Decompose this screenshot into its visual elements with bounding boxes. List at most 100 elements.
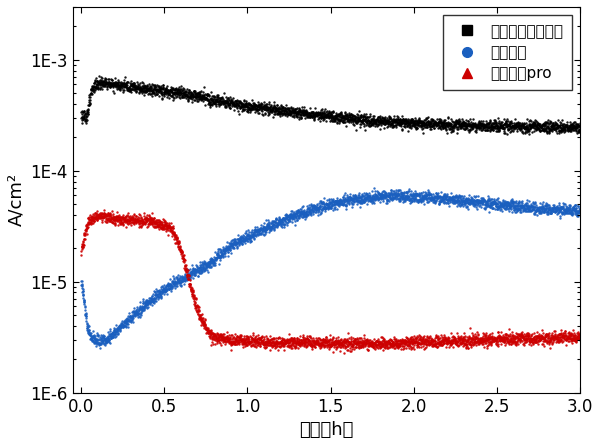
翊迈四代pro: [103, 212, 112, 219]
翊迈三代（碳基）: [346, 114, 355, 121]
翊迈四代pro: [77, 242, 86, 249]
翊迈四代: [148, 295, 158, 302]
翊迈三代（碳基）: [229, 100, 238, 107]
翊迈三代（碳基）: [545, 117, 555, 124]
翊迈三代（碳基）: [146, 85, 155, 92]
翊迈四代pro: [539, 334, 549, 341]
翊迈四代pro: [284, 339, 294, 347]
翊迈四代: [418, 196, 427, 203]
翊迈三代（碳基）: [328, 108, 338, 116]
翊迈三代（碳基）: [374, 118, 383, 125]
翊迈四代: [464, 198, 473, 206]
翊迈四代pro: [571, 335, 581, 342]
翊迈四代pro: [103, 215, 112, 222]
翊迈四代pro: [454, 334, 463, 342]
翊迈四代: [200, 260, 209, 267]
翊迈四代pro: [99, 214, 109, 221]
翊迈四代: [493, 202, 502, 210]
翊迈四代: [139, 300, 148, 307]
翊迈三代（碳基）: [308, 112, 317, 119]
翊迈四代pro: [413, 333, 422, 340]
翊迈三代（碳基）: [149, 88, 158, 95]
翊迈三代（碳基）: [289, 107, 298, 114]
翊迈四代pro: [445, 339, 454, 346]
翊迈四代pro: [88, 213, 97, 220]
翊迈三代（碳基）: [397, 117, 406, 124]
翊迈三代（碳基）: [535, 120, 544, 128]
翊迈四代: [159, 287, 169, 294]
翊迈三代（碳基）: [425, 120, 435, 127]
翊迈四代pro: [554, 334, 563, 341]
翊迈四代: [322, 200, 332, 207]
翊迈三代（碳基）: [321, 112, 331, 119]
翊迈四代pro: [235, 334, 244, 341]
翊迈四代: [230, 238, 239, 245]
翊迈三代（碳基）: [175, 87, 184, 94]
翊迈四代pro: [559, 331, 568, 338]
翊迈三代（碳基）: [355, 115, 364, 122]
翊迈四代pro: [249, 338, 259, 345]
翊迈四代pro: [228, 333, 238, 340]
翊迈四代pro: [212, 335, 221, 343]
翊迈四代pro: [133, 214, 143, 221]
翊迈四代: [316, 199, 325, 206]
翊迈四代pro: [265, 346, 275, 353]
翊迈三代（碳基）: [476, 120, 486, 127]
翊迈四代: [452, 191, 461, 198]
翊迈三代（碳基）: [86, 86, 96, 93]
翊迈四代pro: [170, 239, 180, 246]
翊迈四代pro: [83, 222, 92, 229]
翊迈四代: [317, 197, 326, 204]
翊迈四代: [524, 203, 533, 211]
翊迈四代: [132, 306, 142, 313]
翊迈四代pro: [157, 221, 167, 228]
翊迈四代pro: [534, 330, 544, 338]
翊迈四代: [505, 200, 515, 207]
翊迈四代: [446, 195, 456, 202]
翊迈四代: [320, 194, 329, 202]
翊迈三代（碳基）: [110, 78, 120, 86]
翊迈四代pro: [466, 338, 476, 345]
翊迈四代: [139, 305, 148, 312]
翊迈四代pro: [89, 217, 99, 224]
翊迈四代pro: [374, 338, 384, 345]
翊迈三代（碳基）: [559, 123, 569, 130]
翊迈三代（碳基）: [204, 99, 214, 106]
翊迈四代: [313, 205, 323, 212]
翊迈四代pro: [379, 336, 389, 343]
翊迈四代: [248, 232, 257, 240]
翊迈三代（碳基）: [211, 96, 220, 103]
翊迈四代pro: [206, 341, 216, 348]
翊迈四代pro: [408, 335, 418, 343]
翊迈三代（碳基）: [218, 100, 227, 107]
翊迈三代（碳基）: [143, 86, 152, 93]
翊迈四代: [542, 201, 551, 208]
翊迈三代（碳基）: [343, 111, 352, 118]
翊迈四代: [138, 298, 148, 305]
翊迈三代（碳基）: [175, 87, 185, 95]
翊迈四代: [82, 314, 91, 322]
翊迈三代（碳基）: [356, 112, 365, 119]
翊迈三代（碳基）: [286, 110, 295, 117]
翊迈四代pro: [229, 334, 238, 341]
翊迈四代: [405, 190, 415, 197]
翊迈四代: [301, 209, 311, 216]
翊迈四代: [224, 245, 234, 252]
翊迈四代pro: [431, 341, 441, 348]
翊迈四代: [128, 318, 137, 326]
翊迈四代: [79, 292, 88, 299]
翊迈四代: [475, 202, 485, 209]
翊迈四代: [261, 223, 271, 231]
翊迈四代pro: [478, 337, 487, 344]
翊迈四代: [332, 198, 341, 205]
翊迈三代（碳基）: [315, 110, 325, 117]
翊迈三代（碳基）: [82, 107, 92, 114]
翊迈四代: [187, 267, 197, 274]
翊迈四代pro: [264, 337, 274, 344]
翊迈四代pro: [331, 343, 341, 351]
翊迈四代pro: [155, 217, 164, 224]
翊迈三代（碳基）: [199, 83, 209, 91]
翊迈四代: [263, 226, 272, 233]
翊迈三代（碳基）: [190, 96, 199, 103]
翊迈三代（碳基）: [554, 122, 563, 129]
